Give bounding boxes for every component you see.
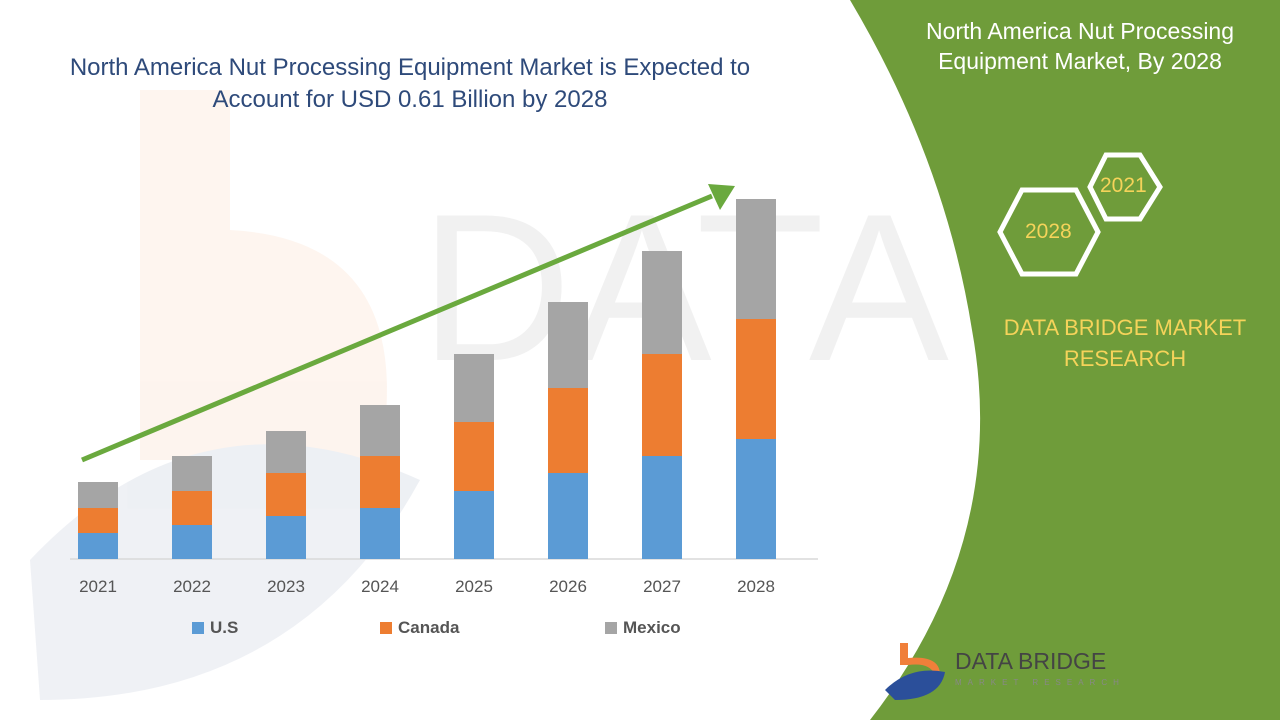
bar-canada-2022: [172, 491, 212, 525]
bar-us-2022: [172, 525, 212, 559]
hex-label-2021: 2021: [1100, 174, 1147, 197]
legend-swatch: [380, 622, 392, 634]
bar-mexico-2028: [736, 199, 776, 319]
logo-text: DATA BRIDGE: [955, 648, 1107, 674]
bar-mexico-2026: [548, 302, 588, 388]
bar-canada-2028: [736, 319, 776, 439]
data-bridge-logo: [885, 643, 945, 700]
brand-name: DATA BRIDGE MARKET RESEARCH: [1003, 315, 1247, 371]
watermark-logo: [30, 90, 420, 700]
bar-canada-2025: [454, 422, 494, 491]
bar-mexico-2022: [172, 456, 212, 491]
hex-2021: [1087, 152, 1163, 222]
legend-label: Canada: [398, 618, 460, 637]
legend-swatch: [605, 622, 617, 634]
bar-mexico-2025: [454, 354, 494, 422]
legend-item-canada: Canada: [380, 618, 459, 638]
bar-us-2027: [642, 456, 682, 559]
bar-mexico-2023: [266, 431, 306, 473]
x-tick-label: 2026: [549, 577, 587, 596]
legend-label: Mexico: [623, 618, 681, 637]
bar-us-2026: [548, 473, 588, 559]
x-tick-label: 2028: [737, 577, 775, 596]
side-panel-title: North America Nut Processing Equipment M…: [925, 18, 1235, 74]
bar-mexico-2024: [360, 405, 400, 456]
trend-arrow-head: [708, 184, 735, 210]
bar-us-2028: [736, 439, 776, 559]
bar-us-2024: [360, 508, 400, 559]
bar-canada-2023: [266, 473, 306, 516]
bar-us-2025: [454, 491, 494, 559]
bar-us-2021: [78, 533, 118, 559]
legend-label: U.S: [210, 618, 239, 637]
hex-2028: [997, 187, 1101, 277]
trend-arrow: [81, 193, 713, 463]
x-tick-label: 2023: [267, 577, 305, 596]
legend-item-us: U.S: [192, 618, 238, 638]
x-tick-label: 2025: [455, 577, 493, 596]
logo-subtext: MARKET RESEARCH: [955, 678, 1125, 687]
bar-canada-2021: [78, 508, 118, 533]
bar-canada-2026: [548, 388, 588, 473]
hex-label-2028: 2028: [1025, 220, 1072, 243]
x-tick-label: 2027: [643, 577, 681, 596]
legend-item-mexico: Mexico: [605, 618, 681, 638]
bar-mexico-2021: [78, 482, 118, 508]
x-tick-label: 2021: [79, 577, 117, 596]
chart-title: North America Nut Processing Equipment M…: [69, 54, 751, 113]
legend-swatch: [192, 622, 204, 634]
side-panel-bg: [850, 0, 1280, 720]
bar-mexico-2027: [642, 251, 682, 354]
x-tick-label: 2024: [361, 577, 399, 596]
bar-canada-2024: [360, 456, 400, 508]
bar-canada-2027: [642, 354, 682, 456]
bar-us-2023: [266, 516, 306, 559]
x-tick-label: 2022: [173, 577, 211, 596]
